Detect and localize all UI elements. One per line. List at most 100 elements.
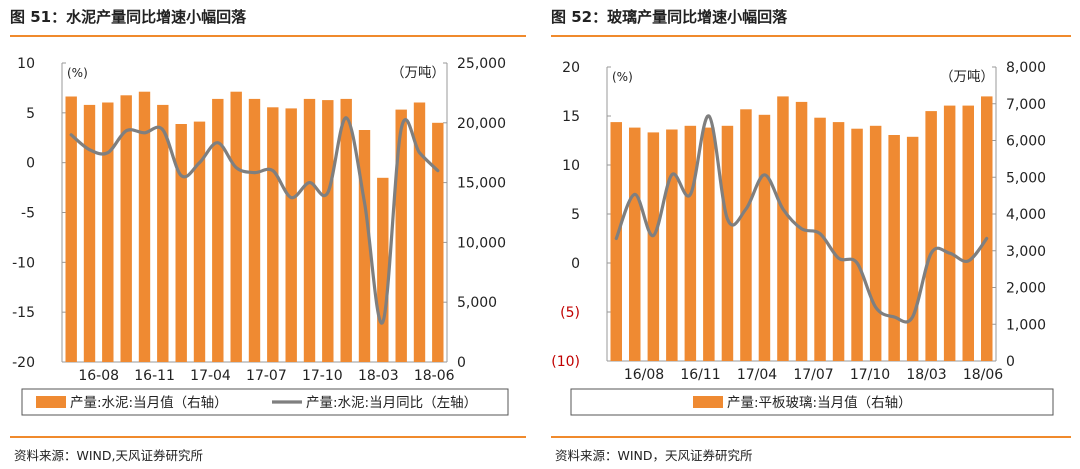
x-tick-label: 18/06 bbox=[963, 367, 1003, 383]
bar bbox=[981, 96, 993, 362]
x-tick-label: 16-08 bbox=[78, 368, 119, 384]
figure-title: 图 52：玻璃产量同比增速小幅回落 bbox=[551, 8, 788, 26]
right-tick-label: 7,000 bbox=[1006, 97, 1046, 113]
right-tick-label: 5,000 bbox=[457, 295, 497, 311]
title-rule bbox=[551, 35, 1071, 37]
legend-label-bar: 产量:平板玻璃:当月值（右轴） bbox=[727, 394, 912, 411]
right-unit-label: （万吨） bbox=[391, 65, 445, 81]
bar bbox=[647, 132, 660, 361]
left-tick-label: 5 bbox=[26, 106, 35, 122]
x-tick-label: 18-06 bbox=[414, 368, 455, 384]
bar bbox=[721, 125, 734, 361]
x-tick-label: 17-07 bbox=[246, 368, 287, 384]
right-tick-label: 4,000 bbox=[1006, 207, 1046, 223]
right-tick-label: 25,000 bbox=[457, 56, 506, 72]
bar bbox=[684, 125, 697, 361]
chart-panel-cement: 图 51：水泥产量同比增速小幅回落 10 5 0 -5 -10 -15 -20 25,000 2… bbox=[10, 0, 530, 469]
source-note: 资料来源：WIND，天风证券研究所 bbox=[555, 448, 753, 463]
source-note: 资料来源：WIND,天风证券研究所 bbox=[14, 448, 203, 463]
right-tick-label: 0 bbox=[457, 355, 466, 371]
right-tick-label: 8,000 bbox=[1006, 60, 1046, 76]
bar bbox=[869, 125, 882, 361]
left-tick-label: 0 bbox=[571, 256, 580, 272]
left-tick-label: 20 bbox=[562, 60, 580, 76]
figure-title: 图 51：水泥产量同比增速小幅回落 bbox=[10, 8, 247, 26]
legend-box bbox=[570, 388, 1054, 416]
bar bbox=[795, 101, 808, 362]
left-tick-label: 15 bbox=[562, 109, 580, 125]
right-unit-label: （万吨） bbox=[940, 69, 994, 85]
cement-chart: 10 5 0 -5 -10 -15 -20 25,000 20,000 15,000 10,000 5… bbox=[12, 56, 509, 416]
right-tick-label: 20,000 bbox=[457, 116, 506, 132]
x-tick-label: 17/10 bbox=[850, 367, 890, 383]
right-tick-label: 3,000 bbox=[1006, 244, 1046, 260]
x-tick-label: 18/03 bbox=[906, 367, 946, 383]
left-tick-label: -5 bbox=[21, 206, 35, 222]
source-rule bbox=[10, 436, 526, 438]
bar bbox=[340, 98, 352, 363]
bar bbox=[175, 124, 187, 362]
bar bbox=[322, 100, 334, 362]
bar bbox=[925, 111, 937, 361]
bar bbox=[358, 130, 371, 362]
legend-label-bar: 产量:水泥:当月值（右轴） bbox=[70, 395, 228, 411]
bar bbox=[267, 107, 279, 362]
bar bbox=[610, 122, 622, 361]
bar bbox=[888, 135, 900, 361]
left-tick-label: 10 bbox=[17, 56, 35, 72]
left-tick-label: -10 bbox=[12, 255, 35, 271]
right-tick-label: 15,000 bbox=[457, 176, 506, 192]
x-tick-label: 17/04 bbox=[737, 367, 777, 383]
bar bbox=[703, 127, 715, 361]
bar bbox=[377, 177, 389, 362]
bar bbox=[758, 114, 771, 361]
x-tick-label: 18-03 bbox=[358, 368, 399, 384]
bar bbox=[102, 102, 114, 362]
legend-swatch-bar bbox=[693, 396, 723, 408]
bar bbox=[212, 98, 224, 363]
right-tick-label: 2,000 bbox=[1006, 281, 1046, 297]
legend-swatch-bar bbox=[36, 396, 66, 408]
bar bbox=[666, 129, 678, 361]
bar bbox=[83, 104, 96, 363]
bar bbox=[851, 128, 863, 361]
x-tick-label: 16-11 bbox=[134, 368, 175, 384]
bar bbox=[906, 136, 919, 361]
source-rule bbox=[551, 436, 1071, 438]
legend-box bbox=[21, 388, 509, 416]
bar bbox=[962, 105, 974, 361]
bar bbox=[120, 95, 132, 363]
bar bbox=[285, 108, 297, 363]
right-tick-label: 6,000 bbox=[1006, 134, 1046, 150]
bar bbox=[740, 109, 752, 361]
left-tick-label: 10 bbox=[562, 158, 580, 174]
glass-chart: 20 15 10 5 0 (5) (10) 8,000 7,000 6,000 5,000 4,000… bbox=[551, 60, 1054, 416]
yoy-line bbox=[614, 114, 989, 324]
bar bbox=[303, 98, 316, 363]
left-tick-label: 0 bbox=[26, 156, 35, 172]
bar bbox=[943, 105, 956, 361]
x-tick-label: 16/08 bbox=[624, 367, 664, 383]
x-tick-label: 17-10 bbox=[302, 368, 343, 384]
chart-panel-glass: 图 52：玻璃产量同比增速小幅回落 20 15 10 5 0 (5) (10) 8,000 7,… bbox=[551, 0, 1071, 469]
left-tick-label: (10) bbox=[551, 354, 580, 370]
bar bbox=[814, 117, 826, 361]
right-tick-label: 5,000 bbox=[1006, 170, 1046, 186]
bar bbox=[413, 102, 426, 362]
legend-label-line: 产量:水泥:当月同比（左轴） bbox=[306, 395, 477, 411]
title-rule bbox=[10, 35, 526, 37]
bar bbox=[629, 127, 641, 361]
left-unit-label: (%) bbox=[612, 70, 633, 84]
left-tick-label: -20 bbox=[12, 355, 35, 371]
bar bbox=[65, 96, 77, 362]
bar bbox=[832, 122, 845, 361]
bar bbox=[230, 91, 242, 362]
x-tick-label: 17/07 bbox=[793, 367, 833, 383]
bar bbox=[138, 91, 151, 362]
left-unit-label: (%) bbox=[67, 66, 88, 80]
bar bbox=[777, 96, 789, 362]
bar bbox=[248, 98, 261, 363]
x-tick-label: 17-04 bbox=[190, 368, 231, 384]
bar bbox=[157, 104, 169, 363]
yoy-line bbox=[69, 116, 440, 325]
